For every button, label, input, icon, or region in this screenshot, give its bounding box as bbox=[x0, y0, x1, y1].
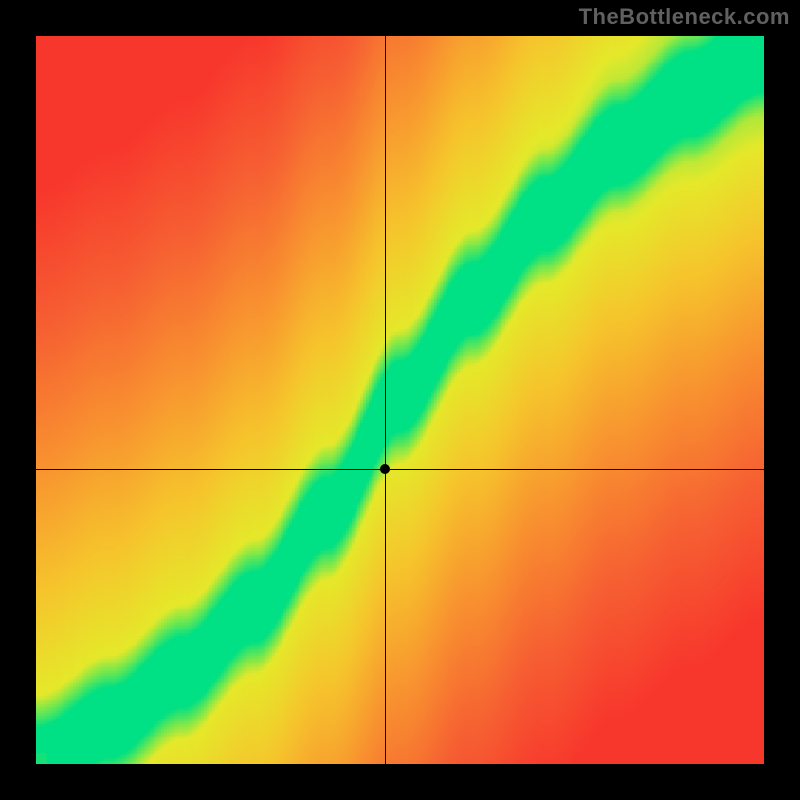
watermark-label: TheBottleneck.com bbox=[579, 4, 790, 30]
crosshair-vertical bbox=[385, 36, 386, 764]
crosshair-horizontal bbox=[36, 469, 764, 470]
heatmap-plot bbox=[36, 36, 764, 764]
chart-container: TheBottleneck.com bbox=[0, 0, 800, 800]
crosshair-marker bbox=[380, 464, 390, 474]
